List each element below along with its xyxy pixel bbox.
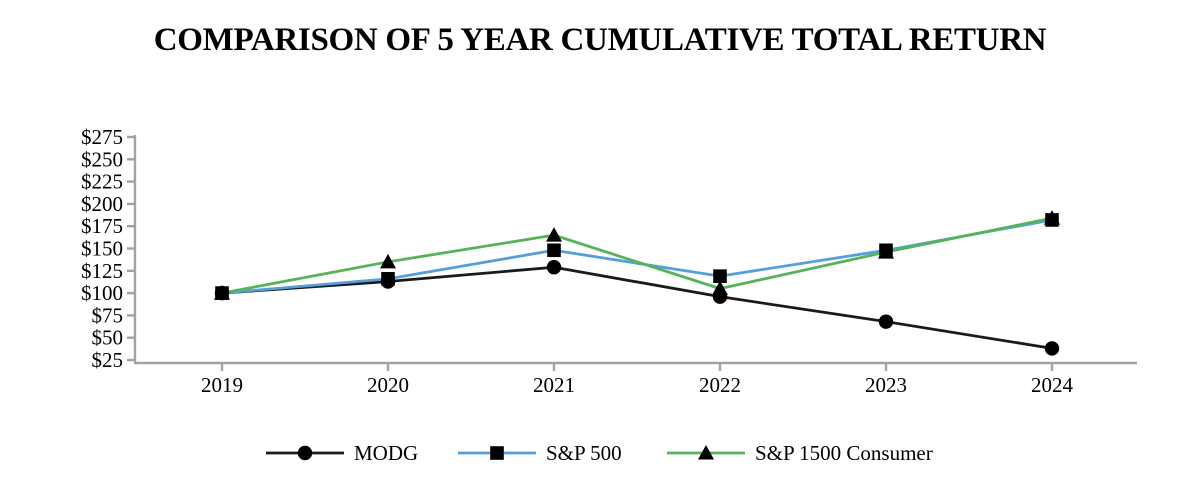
y-tick-label: $200 <box>81 192 123 216</box>
y-tick-label: $25 <box>92 348 124 372</box>
y-tick-label: $75 <box>92 303 124 327</box>
y-tick-label: $275 <box>81 125 123 149</box>
legend-item-s-p-1500-consumer: S&P 1500 Consumer <box>667 441 933 465</box>
chart-title: COMPARISON OF 5 YEAR CUMULATIVE TOTAL RE… <box>153 22 1047 58</box>
marker-square-2022 <box>713 269 727 283</box>
x-tick-label: 2020 <box>367 373 409 397</box>
x-tick-label: 2023 <box>865 373 907 397</box>
legend-label: S&P 1500 Consumer <box>755 440 933 465</box>
series-line-modg <box>221 265 1053 350</box>
y-tick-label: $250 <box>81 147 123 171</box>
y-tick-label: $50 <box>92 326 124 350</box>
marker-circle-2024 <box>1044 341 1060 356</box>
marker-triangle-2021 <box>546 227 562 242</box>
y-tick-label: $175 <box>81 214 123 238</box>
y-tick-label: $150 <box>81 237 123 261</box>
marker-square-2021 <box>547 243 561 258</box>
circle-marker-icon <box>297 445 313 461</box>
marker-circle-2023 <box>878 314 894 329</box>
triangle-legend-swatch-icon <box>667 445 745 460</box>
marker-square-2020 <box>381 272 395 286</box>
x-tick-label: 2021 <box>533 373 575 397</box>
x-tick-label: 2019 <box>201 373 243 397</box>
marker-square-2019 <box>215 286 229 300</box>
square-legend-swatch-icon <box>458 446 536 460</box>
y-tick-label: $100 <box>81 281 123 305</box>
circle-legend-swatch-icon <box>266 445 344 461</box>
square-marker-icon <box>490 446 504 460</box>
triangle-marker-icon <box>698 445 714 460</box>
marker-triangle-2022 <box>712 280 728 296</box>
x-tick-label: 2024 <box>1031 373 1074 397</box>
legend-item-s-p-500: S&P 500 <box>458 441 622 465</box>
legend-label: MODG <box>354 440 419 465</box>
marker-square-2024 <box>1045 213 1059 227</box>
marker-triangle-2020 <box>380 253 396 269</box>
series-line-s-p-1500-consumer <box>221 216 1053 295</box>
marker-square-2023 <box>879 243 893 258</box>
y-tick-label: $125 <box>81 259 123 283</box>
legend-label: S&P 500 <box>546 440 622 465</box>
x-tick-label: 2022 <box>699 373 741 397</box>
marker-circle-2021 <box>546 260 562 275</box>
y-tick-label: $225 <box>81 170 123 194</box>
legend-item-modg: MODG <box>266 441 418 465</box>
